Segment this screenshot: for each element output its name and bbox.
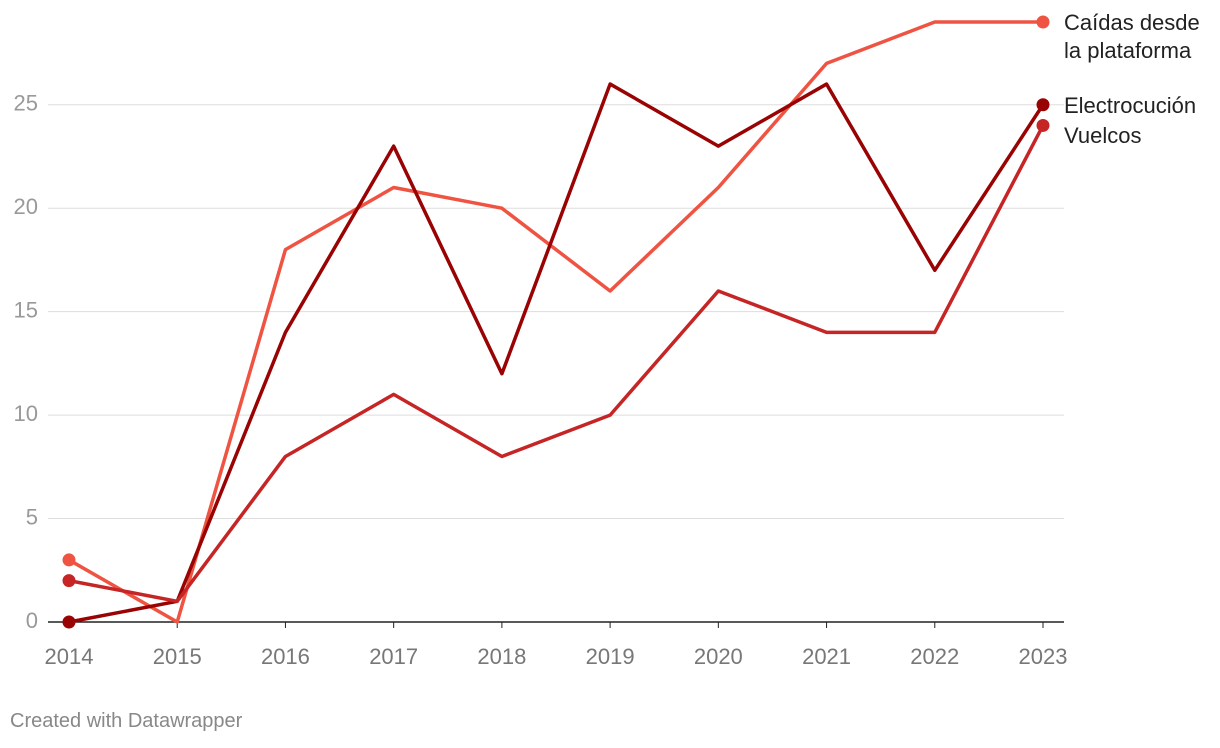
end-dot xyxy=(62,615,76,629)
x-tick-label: 2018 xyxy=(477,644,526,669)
end-dot xyxy=(1036,15,1050,29)
x-tick-label: 2021 xyxy=(802,644,851,669)
y-tick-label: 15 xyxy=(14,297,38,322)
x-tick-label: 2022 xyxy=(910,644,959,669)
x-tick-label: 2019 xyxy=(586,644,635,669)
end-dot xyxy=(1036,98,1050,112)
legend-label: Vuelcos xyxy=(1064,122,1142,148)
x-tick-label: 2020 xyxy=(694,644,743,669)
y-tick-label: 5 xyxy=(26,504,38,529)
end-dot xyxy=(1036,118,1050,132)
series-line xyxy=(68,124,1045,604)
legend-label: Electrocución xyxy=(1064,92,1197,118)
x-tick-label: 2017 xyxy=(369,644,418,669)
y-tick-label: 25 xyxy=(14,91,38,116)
y-tick-label: 20 xyxy=(14,194,38,219)
x-tick-label: 2023 xyxy=(1019,644,1068,669)
credit: Created with Datawrapper xyxy=(10,710,243,732)
y-tick-label: 0 xyxy=(26,608,38,633)
x-tick-label: 2016 xyxy=(261,644,310,669)
x-tick-label: 2014 xyxy=(45,644,94,669)
y-tick-label: 10 xyxy=(14,401,38,426)
series-line xyxy=(68,20,1043,624)
series-line xyxy=(68,82,1045,624)
end-dot xyxy=(62,574,76,588)
x-tick-label: 2015 xyxy=(153,644,202,669)
legend-label: Caídas desde la plataforma xyxy=(1064,10,1200,63)
end-dot xyxy=(62,553,76,567)
